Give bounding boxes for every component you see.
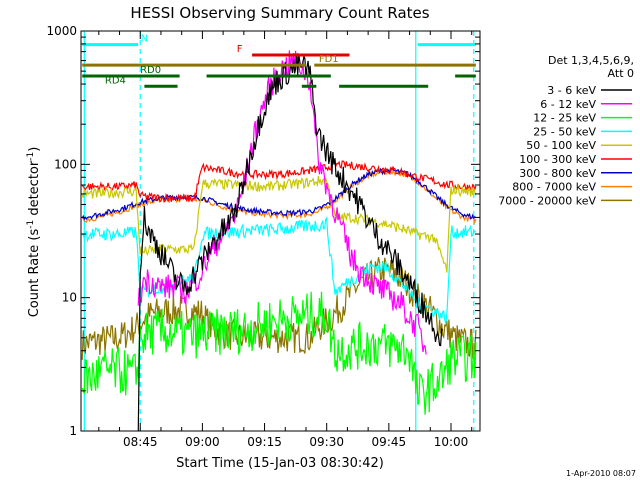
legend-label: 50 - 100 keV [526,139,596,152]
state-label-rd0: RD0 [140,65,161,76]
legend-label: 6 - 12 keV [540,98,596,111]
plot-area: N F FD1 RD0 RD4 08:45 09:00 09:15 09:30 09:45 10:0… [46,24,481,449]
x-tick-label: 09:15 [247,435,282,449]
x-axis-label: Start Time (15-Jan-03 08:30:42) [176,456,384,471]
legend-header-attenuator: Att 0 [608,67,634,80]
legend-label: 25 - 50 keV [533,125,596,138]
x-tick-label: 09:45 [372,435,407,449]
y-tick-label: 100 [54,157,77,171]
legend-label: 7000 - 20000 keV [498,194,596,207]
series-line-300-800-keV [81,167,477,221]
legend-label: 800 - 7000 keV [512,181,596,194]
series-line-100-300-keV [81,159,477,203]
state-label-f: F [237,44,243,55]
legend-label: 3 - 6 keV [547,84,596,97]
timestamp: 1-Apr-2010 08:07 [566,469,636,478]
series-line-6-12-keV [137,50,427,355]
state-label-rd4: RD4 [105,75,126,86]
y-tick-label: 1 [69,424,77,438]
state-label-fd1: FD1 [319,54,339,65]
x-tick-label: 08:45 [123,435,158,449]
legend-label: 300 - 800 keV [519,167,596,180]
x-tick-label: 09:30 [309,435,344,449]
series-line-25-50-keV [81,216,477,324]
plot-frame [80,30,481,432]
series-line-12-25-keV [81,291,477,415]
legend-label: 100 - 300 keV [519,153,596,166]
state-label-n: N [141,34,148,45]
series-line-3-6-keV [137,53,444,431]
legend-label: 12 - 25 keV [533,112,596,125]
y-tick-label: 10 [62,291,77,305]
y-tick-label: 1000 [46,24,77,38]
y-axis-label: Count Rate (s-1 detector-1) [26,147,42,318]
plot-inner: N F FD1 RD0 RD4 [81,31,477,431]
legend-header-detectors: Det 1,3,4,5,6,9, [548,54,634,67]
chart-title: HESSI Observing Summary Count Rates [130,4,429,22]
x-tick-label: 09:00 [185,435,220,449]
series-line-7000-20000-keV [81,257,477,360]
x-tick-label: 10:00 [434,435,469,449]
series-line-50-100-keV [81,175,477,273]
